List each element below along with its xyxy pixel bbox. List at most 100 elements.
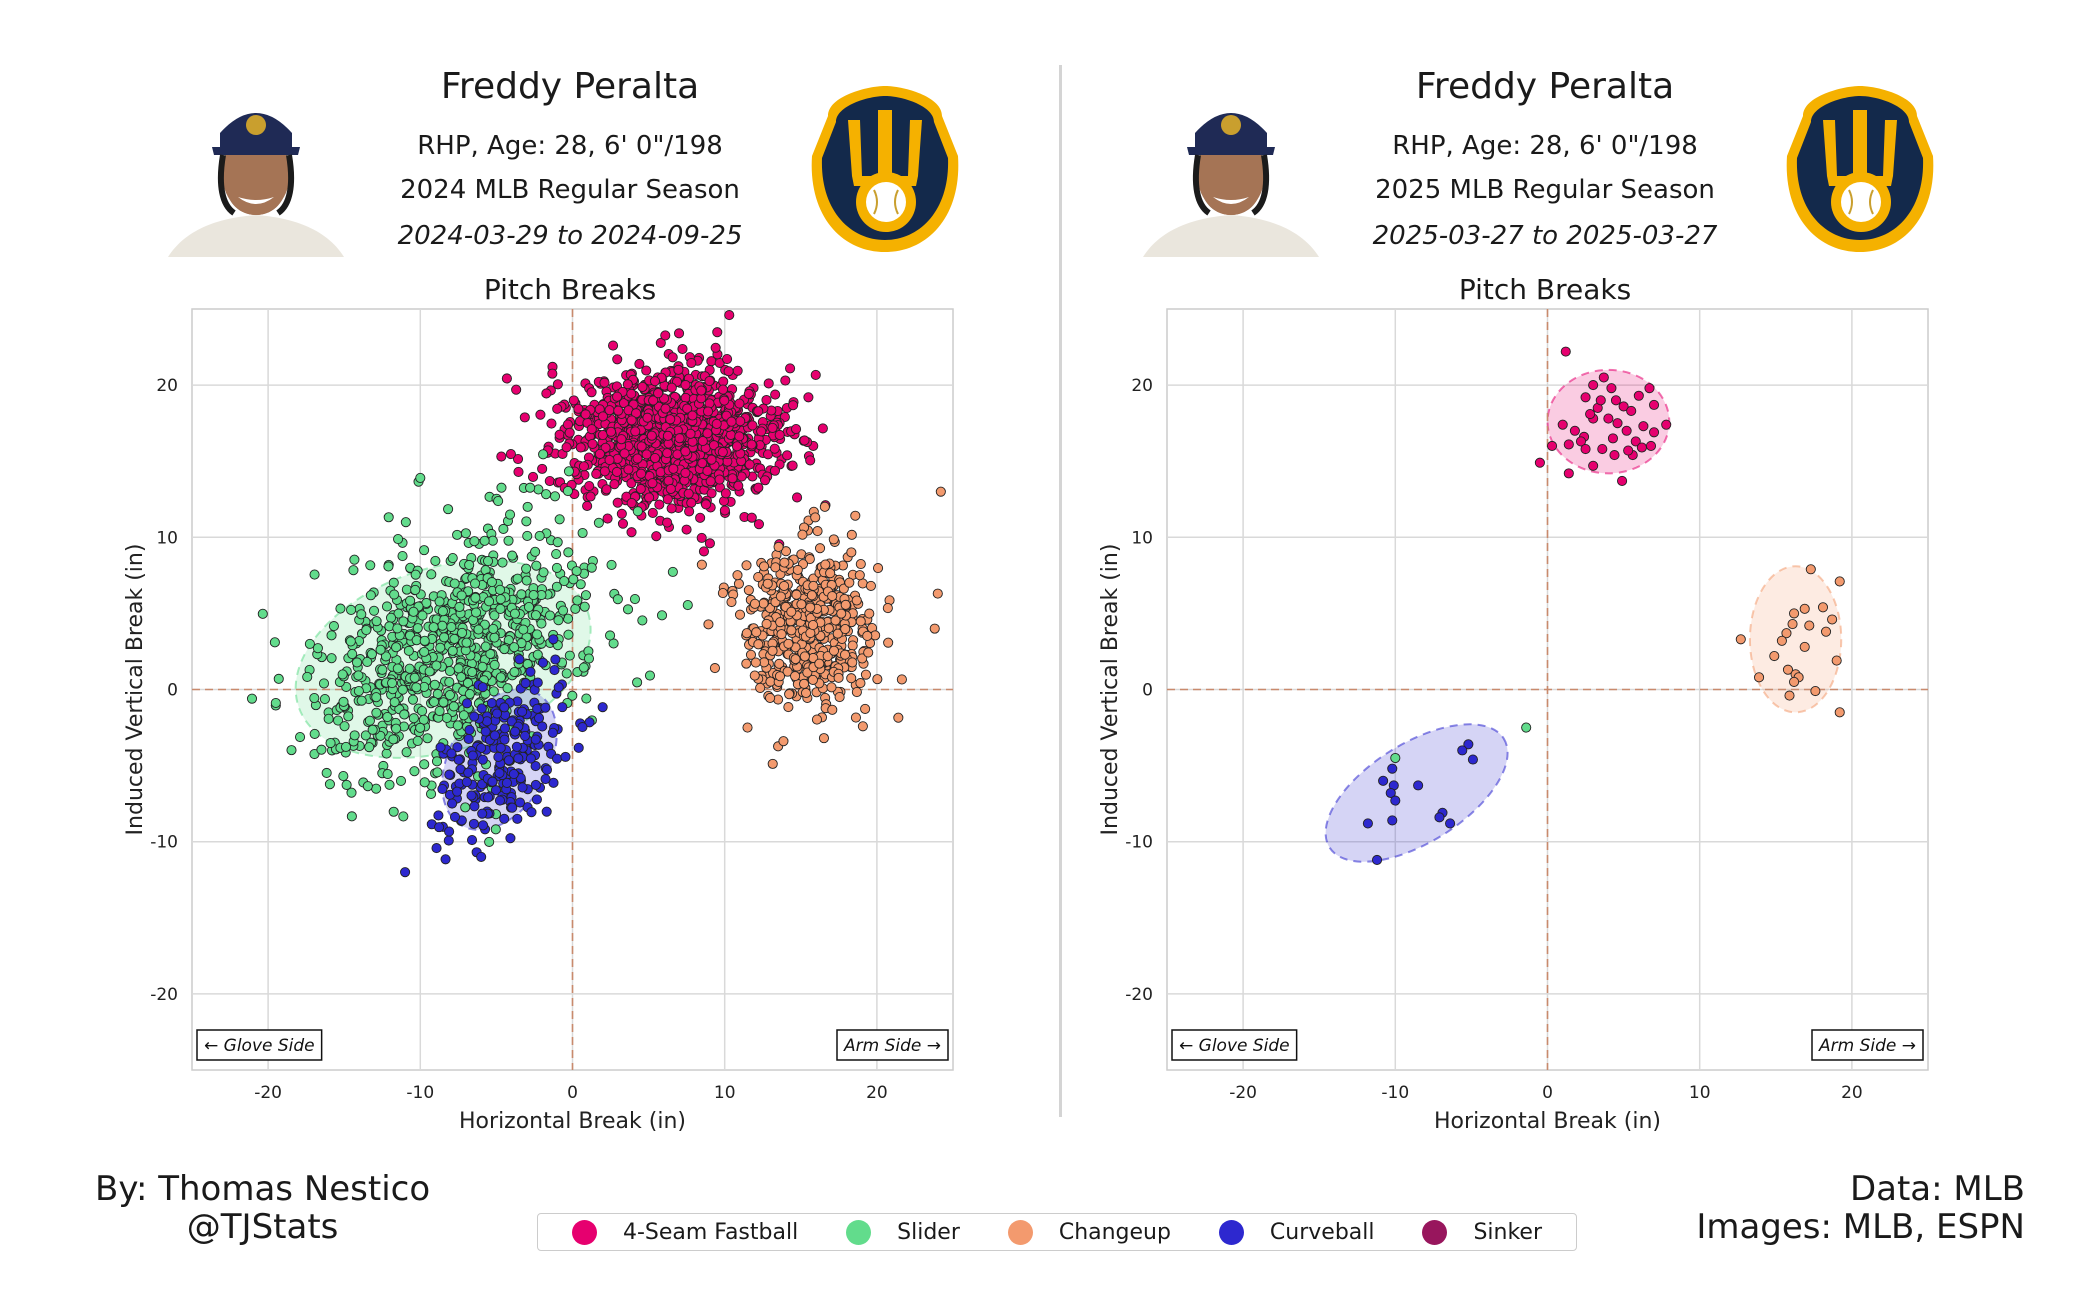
changeup-point (850, 712, 861, 723)
4-seam-fastball-point (662, 494, 673, 505)
slider-point (452, 529, 463, 540)
4-seam-fastball-point (599, 377, 610, 388)
curveball-point (1378, 775, 1389, 786)
4-seam-fastball-point (587, 438, 598, 449)
curveball-point (433, 810, 444, 821)
curveball-point (493, 751, 504, 762)
changeup-point (830, 615, 841, 626)
slider-point (522, 530, 533, 541)
slider-point (1521, 722, 1532, 733)
4-seam-fastball-point (697, 436, 708, 447)
4-seam-fastball-point (735, 416, 746, 427)
curveball-point (550, 654, 561, 665)
x-tick-label: 10 (1689, 1083, 1711, 1103)
changeup-point (822, 651, 833, 662)
x-tick-label: 0 (1542, 1083, 1553, 1103)
changeup-point (828, 534, 839, 545)
slider-point (309, 728, 320, 739)
slider-point (347, 649, 358, 660)
changeup-point (783, 638, 794, 649)
slider-point (572, 595, 583, 606)
4-seam-fastball-point (547, 368, 558, 379)
slider-point (409, 766, 420, 777)
slider-point (538, 567, 549, 578)
changeup-point (1784, 690, 1795, 701)
x-tick-label: -20 (1229, 1083, 1257, 1103)
4-seam-fastball-point (644, 492, 655, 503)
4-seam-fastball-point (651, 531, 662, 542)
4-seam-fastball-point (1547, 440, 1558, 452)
changeup-point (799, 678, 810, 689)
slider-point (479, 535, 490, 546)
4-seam-fastball-point (1609, 450, 1620, 461)
4-seam-fastball-point (677, 343, 688, 355)
4-seam-fastball-point (1607, 433, 1618, 444)
slider-point (408, 606, 419, 617)
curveball-point (1387, 763, 1398, 774)
slider-point (325, 737, 336, 749)
4-seam-fastball-point (660, 403, 671, 414)
4-seam-fastball-point (660, 330, 671, 341)
4-seam-fastball-point (650, 453, 661, 464)
changeup-point (807, 674, 818, 685)
changeup-point (807, 620, 819, 631)
slider-point (400, 517, 411, 528)
slider-point (551, 581, 562, 592)
4-seam-fastball-point (792, 492, 803, 503)
slider-point (551, 549, 562, 560)
slider-point (454, 601, 465, 613)
4-seam-fastball-point (513, 466, 524, 477)
changeup-point (844, 577, 855, 588)
slider-point (365, 590, 376, 601)
curveball-point (525, 666, 536, 677)
slider-point (361, 624, 372, 636)
4-seam-fastball-point (687, 410, 698, 421)
4-seam-fastball-point (767, 422, 778, 433)
slider-point (318, 678, 330, 689)
changeup-point (827, 591, 838, 602)
4-seam-fastball-point (1626, 405, 1637, 417)
changeup-point (833, 672, 844, 683)
slider-point (419, 646, 430, 657)
curveball-point (514, 797, 526, 808)
changeup-point (1834, 707, 1845, 718)
slider-point (552, 537, 563, 548)
curveball-point (499, 813, 510, 824)
slider-point (467, 667, 478, 678)
legend-swatch (571, 1219, 597, 1245)
slider-point (495, 603, 506, 615)
y-tick-label: -20 (150, 985, 178, 1005)
changeup-point (732, 570, 743, 581)
curveball-point (477, 820, 489, 831)
slider-point (448, 701, 459, 712)
4-seam-fastball-point (680, 392, 691, 403)
curveball-point (1467, 754, 1478, 765)
4-seam-fastball-point (706, 488, 717, 499)
slider-point (430, 555, 441, 566)
glove-side-label-box (196, 1029, 323, 1061)
x-tick-label: -10 (406, 1083, 434, 1103)
4-seam-fastball-point (1621, 425, 1632, 436)
4-seam-fastball-point (753, 519, 764, 530)
4-seam-fastball-point (702, 465, 713, 476)
curveball-point (548, 634, 559, 645)
player-headshot (168, 85, 344, 257)
legend-item: 4-Seam Fastball (571, 1219, 798, 1245)
changeup-point (828, 645, 840, 656)
slider-point (605, 630, 616, 641)
y-tick-label: 0 (167, 681, 178, 701)
y-tick-label: 0 (1142, 681, 1153, 701)
slider-point (399, 709, 410, 720)
curveball-point (519, 730, 531, 741)
changeup-point (775, 617, 786, 628)
curveball-point (517, 706, 528, 717)
4-seam-fastball-point (613, 405, 624, 416)
curveball-point (1385, 787, 1396, 799)
4-seam-fastball-point (704, 376, 715, 387)
curveball-point (469, 801, 480, 812)
slider-point (495, 594, 506, 605)
slider-point (364, 715, 375, 726)
changeup-point (823, 623, 834, 634)
slider-point (577, 527, 588, 539)
slider-point (381, 601, 393, 612)
